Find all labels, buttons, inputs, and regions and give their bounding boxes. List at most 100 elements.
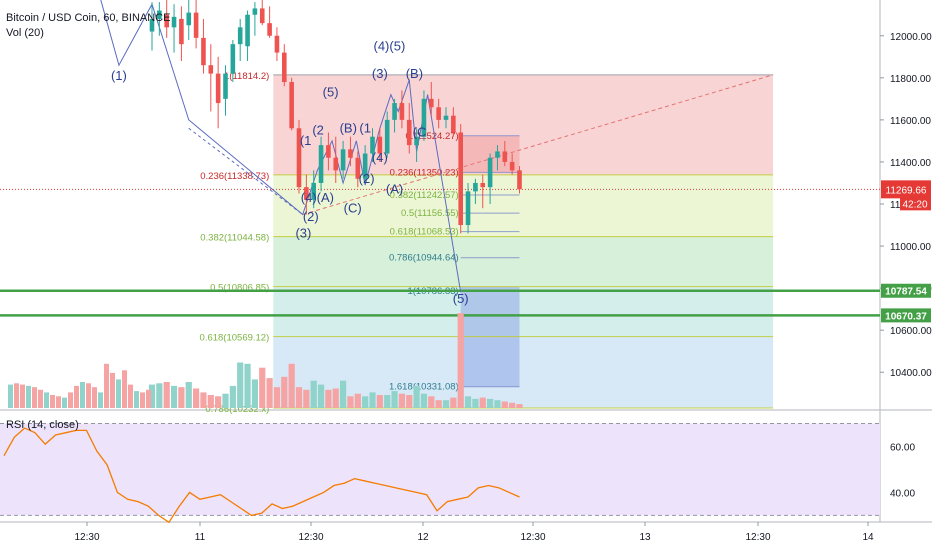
- volume-bar: [62, 397, 67, 408]
- candle-body: [215, 73, 221, 104]
- candle-body: [186, 12, 192, 26]
- candle: [223, 65, 228, 116]
- candle: [348, 136, 353, 167]
- volume-bar: [116, 379, 121, 408]
- candle: [406, 103, 412, 154]
- candle: [259, 0, 265, 26]
- volume-bar: [487, 398, 494, 408]
- volume-bar: [178, 387, 185, 408]
- time-tick-label: 12:30: [745, 532, 770, 543]
- candle: [473, 178, 478, 204]
- support-price-badge: [881, 308, 931, 323]
- volume-bar: [156, 383, 163, 408]
- volume-bar: [376, 395, 383, 408]
- candle-body: [223, 73, 228, 99]
- volume-bar: [50, 395, 55, 408]
- candle-body: [252, 8, 258, 15]
- candle-body: [289, 82, 294, 129]
- candle-body: [362, 153, 368, 179]
- price-tick-label: 10600.00: [890, 326, 932, 337]
- candle-body: [179, 18, 184, 45]
- wave-label: (2): [359, 171, 375, 186]
- candle: [340, 140, 346, 179]
- candle-body: [326, 145, 331, 158]
- volume-bar: [317, 384, 325, 408]
- wave-label: (1): [111, 68, 127, 83]
- candle-body: [406, 119, 412, 146]
- candle-body: [421, 98, 427, 137]
- volume-bar: [146, 389, 151, 408]
- wave-label: (B): [340, 120, 357, 135]
- candle-body: [230, 44, 236, 74]
- volume-bar: [362, 396, 369, 408]
- volume-bar: [369, 392, 376, 408]
- volume-bar: [80, 382, 85, 408]
- trend-projection: [302, 74, 774, 215]
- candle-body: [157, 10, 162, 19]
- candle: [237, 18, 243, 61]
- volume-bar: [295, 387, 303, 408]
- volume-bar: [163, 382, 170, 408]
- support-price-label: 10670.37: [885, 311, 927, 322]
- volume-bar: [347, 396, 354, 408]
- price-axis[interactable]: 10400.0010600.0010800.0011000.0011200.00…: [880, 32, 932, 379]
- volume-bar: [442, 400, 450, 408]
- candlestick-series: [149, 0, 522, 234]
- volume-bar: [251, 379, 258, 408]
- volume-bar: [140, 392, 145, 408]
- candle: [362, 145, 368, 183]
- candle-body: [502, 151, 508, 162]
- countdown-badge: [900, 197, 931, 211]
- fib-zone-0382: [273, 174, 774, 237]
- wave-label: (4)(5): [374, 38, 406, 53]
- candle: [208, 44, 214, 112]
- volume-bar: [38, 389, 43, 408]
- candle-body: [458, 132, 463, 226]
- candle: [392, 98, 397, 133]
- volume-bar: [98, 392, 103, 408]
- volume-bar: [303, 389, 310, 408]
- time-tick-label: 13: [639, 532, 651, 543]
- candle: [480, 174, 486, 209]
- volume-bar: [266, 378, 273, 408]
- rsi-line: [3, 427, 520, 524]
- candle: [296, 119, 302, 194]
- candle-body: [311, 182, 316, 200]
- volume-bar: [86, 383, 91, 408]
- candle: [509, 153, 515, 175]
- fibonacci-overlay: 1(11814.2) 0.236(11338.73) 0.382(11044.58)…: [0, 0, 880, 415]
- candle: [384, 111, 390, 158]
- candle: [179, 6, 184, 61]
- candle-body: [296, 128, 302, 188]
- volume-bar: [516, 404, 523, 408]
- candle: [429, 82, 434, 116]
- candle: [333, 136, 339, 183]
- candle-body: [149, 18, 155, 32]
- candle: [377, 128, 383, 162]
- wave-label: (5): [453, 291, 469, 306]
- candle-body: [473, 182, 478, 192]
- volume-bar: [435, 400, 442, 408]
- candle: [289, 77, 294, 131]
- candle-body: [164, 14, 169, 28]
- time-axis[interactable]: 12:30 11 12:30 12 12:30 13 12:30 14: [74, 522, 874, 543]
- candle-body: [429, 98, 434, 108]
- volume-bar: [74, 385, 79, 408]
- candle-body: [282, 52, 287, 83]
- volume-bar: [56, 396, 61, 408]
- fib-level-label: 0.382(11044.58): [200, 233, 269, 244]
- candle-body: [443, 115, 449, 120]
- fib-zone-0618: [273, 286, 774, 337]
- candle: [421, 90, 427, 141]
- price-tick-label: 11000.00: [890, 242, 931, 253]
- volume-bar: [26, 385, 31, 408]
- rsi-band: [0, 423, 880, 516]
- time-tick-label: 12:30: [74, 532, 99, 543]
- rsi-tick-label: 40.00: [890, 488, 915, 499]
- wave-label: (3): [295, 226, 311, 241]
- candle: [502, 140, 508, 167]
- candle: [215, 56, 221, 129]
- volume-series: [8, 313, 523, 408]
- candle-body: [201, 37, 206, 66]
